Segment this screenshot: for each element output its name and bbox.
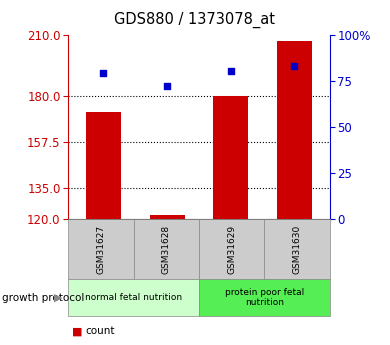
- Text: growth protocol: growth protocol: [2, 293, 84, 303]
- Text: GSM31630: GSM31630: [292, 225, 301, 274]
- Text: ▶: ▶: [54, 293, 63, 303]
- Text: GSM31629: GSM31629: [227, 225, 236, 274]
- Text: ■: ■: [72, 326, 83, 336]
- Bar: [149, 215, 184, 219]
- Point: [291, 63, 298, 69]
- Bar: [86, 112, 121, 219]
- Text: GSM31627: GSM31627: [96, 225, 105, 274]
- Bar: [213, 96, 248, 219]
- Point: [100, 70, 106, 76]
- Bar: [277, 41, 312, 219]
- Text: normal fetal nutrition: normal fetal nutrition: [85, 293, 182, 302]
- Text: GSM31628: GSM31628: [162, 225, 171, 274]
- Point: [164, 83, 170, 89]
- Text: protein poor fetal
nutrition: protein poor fetal nutrition: [225, 288, 304, 307]
- Text: count: count: [86, 326, 115, 336]
- Text: GDS880 / 1373078_at: GDS880 / 1373078_at: [115, 12, 275, 28]
- Point: [228, 69, 234, 74]
